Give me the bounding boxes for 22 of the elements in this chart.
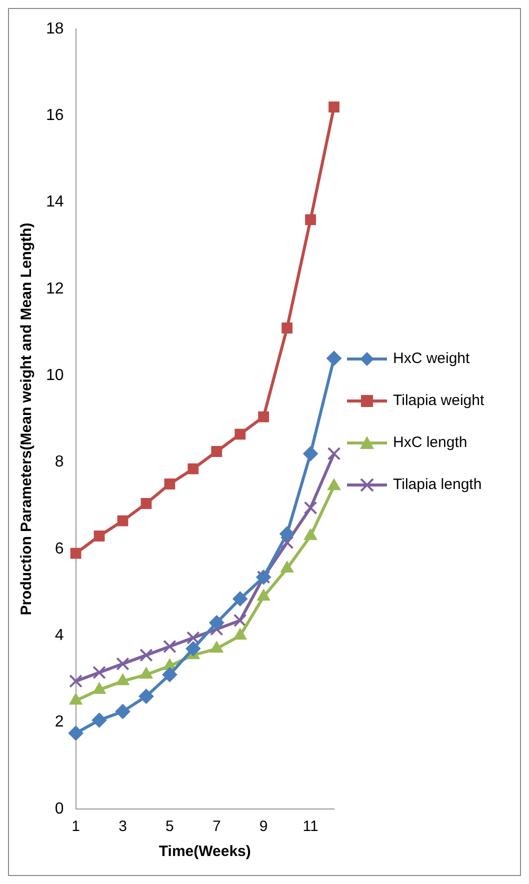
y-tick-label: 10 [46,367,64,384]
x-tick-label: 3 [118,818,127,836]
y-tick-label: 2 [54,714,64,731]
y-tick-label: 8 [54,454,64,471]
y-tick-label: 18 [46,20,64,38]
y-tick-label: 4 [54,627,64,644]
y-tick-label: 14 [46,194,64,211]
y-tick-label: 0 [54,800,64,818]
x-tick-label: 9 [259,818,268,836]
y-tick-label: 16 [46,107,64,124]
x-axis-title: Time(Weeks) [158,843,251,860]
x-tick-label: 11 [302,818,318,836]
legend-label: HxC length [393,433,468,453]
legend-label: Tilapia weight [393,391,486,411]
legend-label: HxC weight [393,349,471,369]
x-tick-label: 1 [72,818,80,836]
y-axis-title: Production Parameters(Mean weight and Mean Length) [18,222,36,616]
y-tick-label: 6 [54,540,64,558]
legend-label: Tilapia length [393,475,483,495]
x-tick-label: 5 [166,818,174,836]
y-tick-label: 12 [46,280,64,298]
x-tick-label: 7 [212,818,221,836]
